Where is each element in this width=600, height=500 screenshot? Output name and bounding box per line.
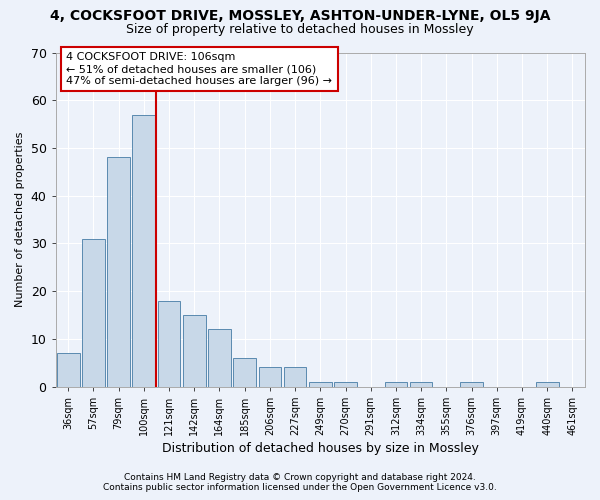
Text: Contains HM Land Registry data © Crown copyright and database right 2024.
Contai: Contains HM Land Registry data © Crown c…	[103, 473, 497, 492]
Bar	[259, 368, 281, 386]
Text: Size of property relative to detached houses in Mossley: Size of property relative to detached ho…	[126, 22, 474, 36]
Y-axis label: Number of detached properties: Number of detached properties	[15, 132, 25, 307]
Bar	[107, 158, 130, 386]
Bar	[410, 382, 433, 386]
Bar	[208, 330, 231, 386]
Text: 4 COCKSFOOT DRIVE: 106sqm
← 51% of detached houses are smaller (106)
47% of semi: 4 COCKSFOOT DRIVE: 106sqm ← 51% of detac…	[66, 52, 332, 86]
Bar	[158, 300, 181, 386]
X-axis label: Distribution of detached houses by size in Mossley: Distribution of detached houses by size …	[162, 442, 479, 455]
Bar	[309, 382, 332, 386]
Bar	[460, 382, 483, 386]
Bar	[183, 315, 206, 386]
Bar	[133, 114, 155, 386]
Bar	[385, 382, 407, 386]
Text: 4, COCKSFOOT DRIVE, MOSSLEY, ASHTON-UNDER-LYNE, OL5 9JA: 4, COCKSFOOT DRIVE, MOSSLEY, ASHTON-UNDE…	[50, 9, 550, 23]
Bar	[57, 353, 80, 386]
Bar	[82, 238, 105, 386]
Bar	[284, 368, 307, 386]
Bar	[334, 382, 357, 386]
Bar	[233, 358, 256, 386]
Bar	[536, 382, 559, 386]
